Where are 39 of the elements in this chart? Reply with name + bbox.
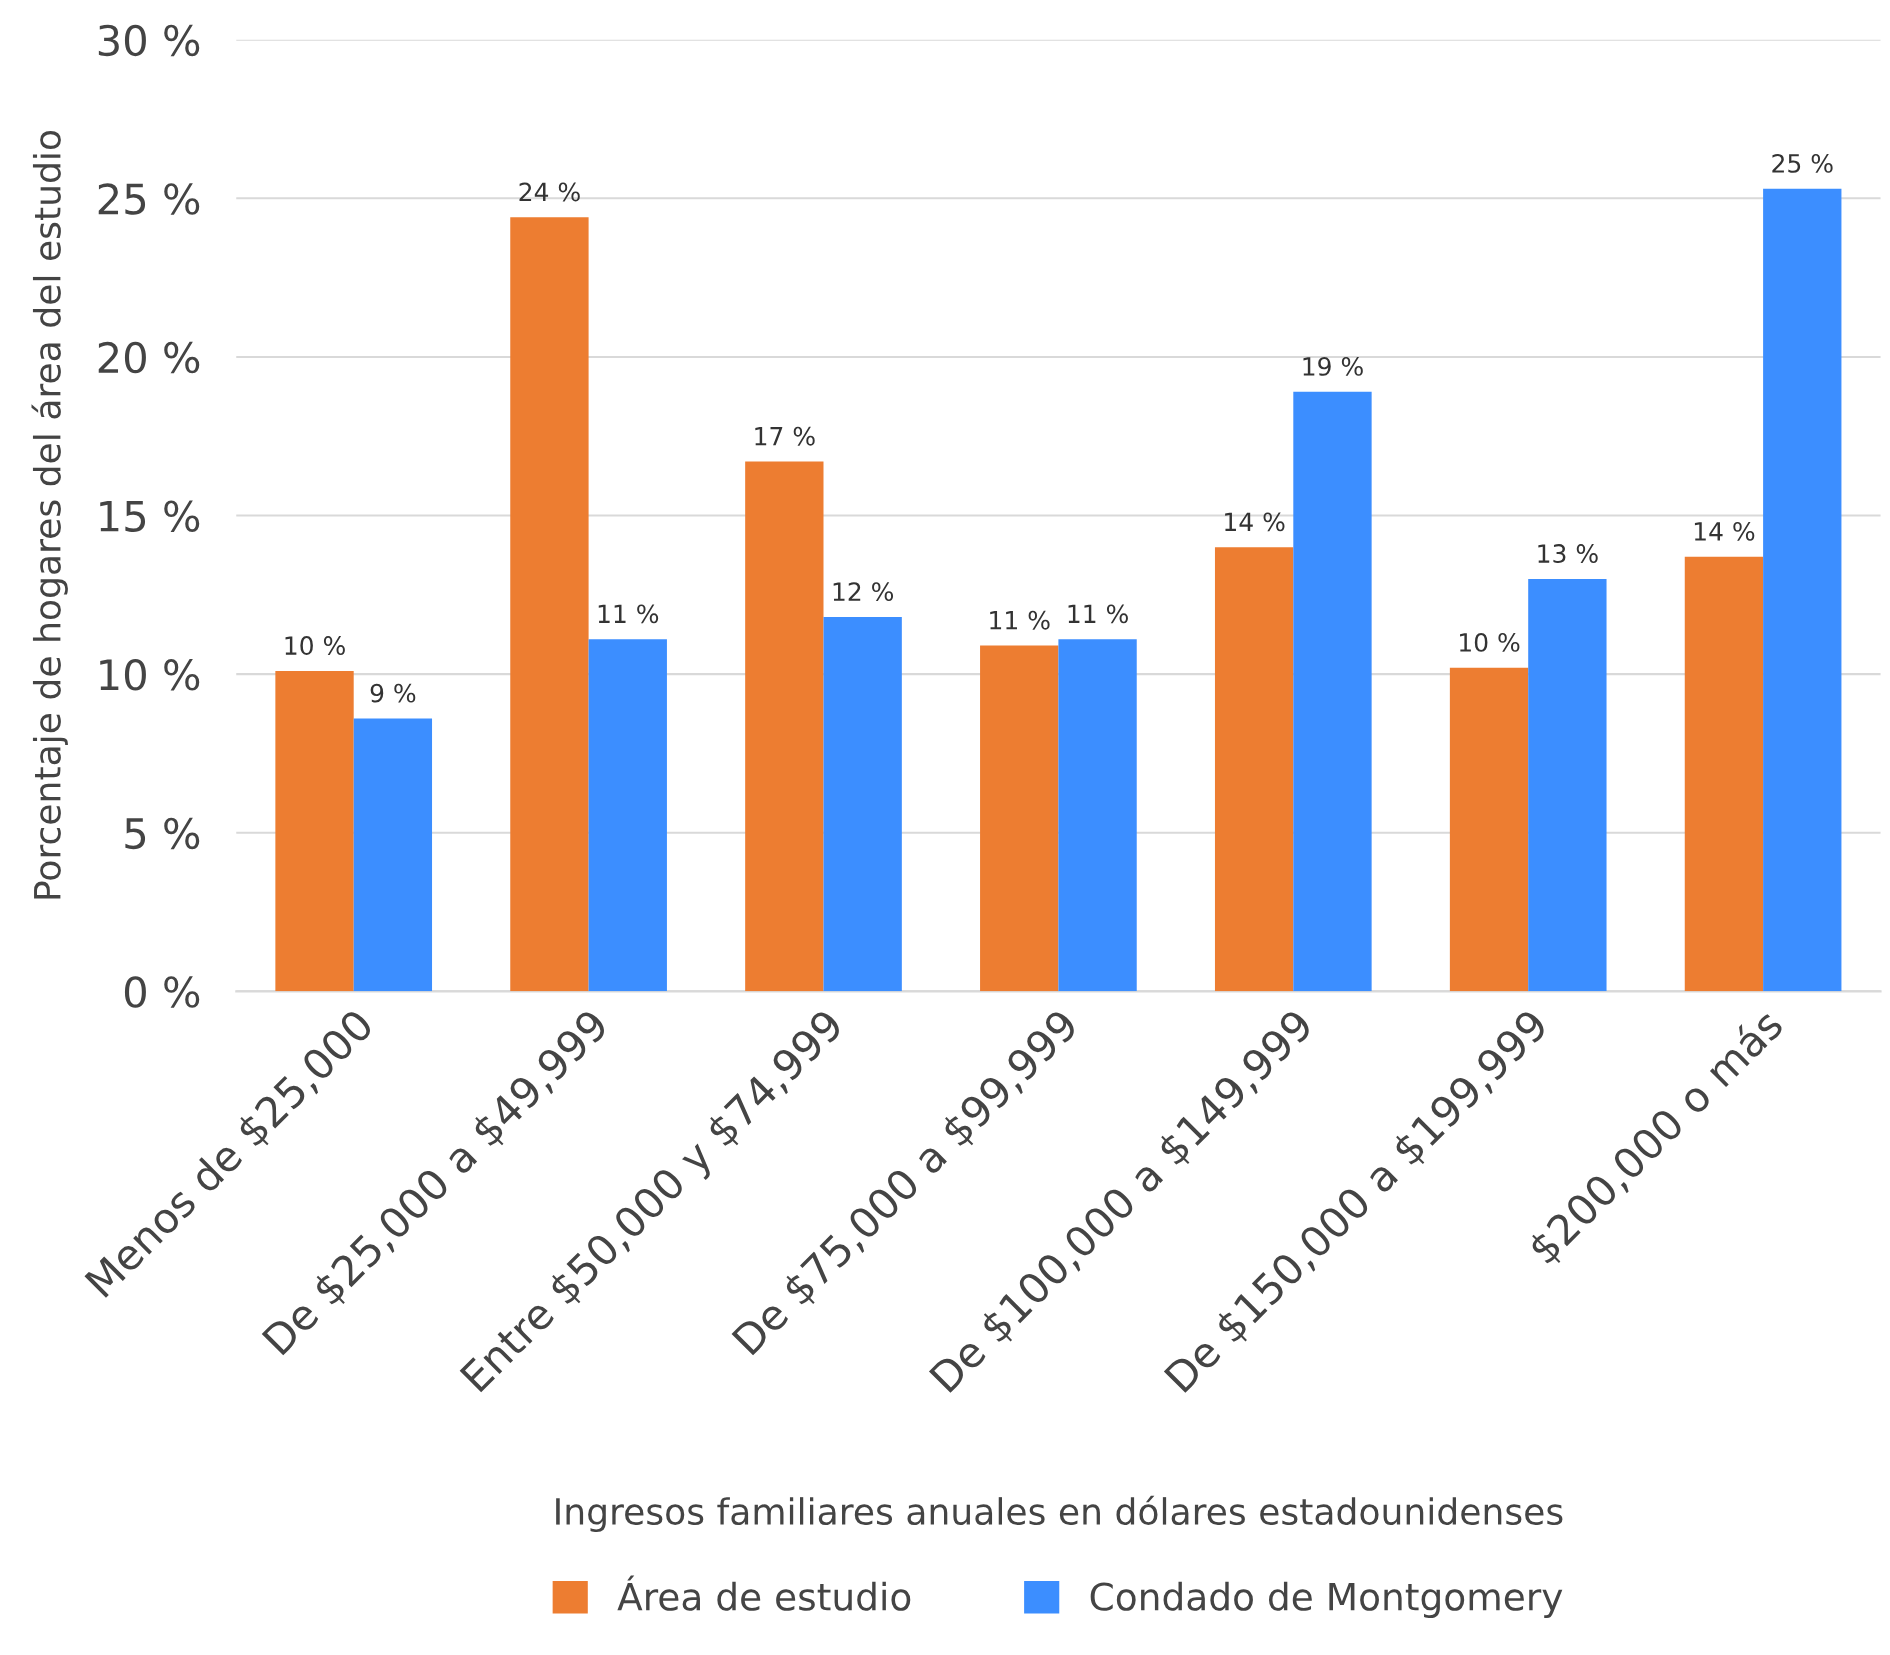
bar bbox=[588, 639, 667, 992]
bar bbox=[510, 217, 589, 992]
bar bbox=[745, 461, 824, 992]
data-label: 9 % bbox=[370, 683, 416, 703]
y-tick-label: 10 % bbox=[100, 659, 200, 691]
bar bbox=[1449, 667, 1529, 992]
bar bbox=[1058, 639, 1137, 992]
data-label: 14 % bbox=[1694, 521, 1755, 541]
data-label: 19 % bbox=[1303, 356, 1363, 376]
data-label: 24 % bbox=[519, 182, 580, 202]
bar bbox=[980, 645, 1059, 992]
y-tick-label: 5 % bbox=[125, 817, 200, 850]
bar bbox=[1684, 556, 1764, 992]
data-label: 12 % bbox=[833, 582, 894, 602]
y-tick-label: 15 % bbox=[100, 500, 200, 532]
bar bbox=[275, 670, 354, 992]
y-tick-label: 0 % bbox=[124, 976, 200, 1008]
bar bbox=[1214, 547, 1294, 992]
y-tick-label: 20 % bbox=[98, 341, 200, 374]
data-label: 11 % bbox=[598, 604, 659, 624]
bar bbox=[823, 617, 902, 992]
x-axis-title: Ingresos familiares anuales en dólares estadounidenses bbox=[556, 1495, 1563, 1533]
data-label: 11 % bbox=[1068, 604, 1128, 624]
bar bbox=[1293, 391, 1372, 992]
data-label: 10 % bbox=[285, 636, 345, 656]
legend-label: Área de estudio bbox=[617, 1575, 911, 1611]
data-label: 13 % bbox=[1538, 544, 1598, 564]
bar bbox=[1763, 188, 1842, 992]
data-label: 11 % bbox=[990, 610, 1050, 630]
data-label: 10 % bbox=[1460, 632, 1520, 652]
bar bbox=[1528, 578, 1607, 992]
y-tick-label: 30 % bbox=[98, 24, 200, 57]
data-label: 14 % bbox=[1225, 512, 1285, 532]
bar bbox=[353, 718, 433, 992]
data-label: 25 % bbox=[1772, 153, 1833, 173]
y-axis-title: Porcentaje de hogares del área del estudio bbox=[31, 130, 68, 899]
y-tick-label: 25 % bbox=[98, 183, 200, 215]
data-label: 17 % bbox=[755, 426, 815, 446]
legend-label: Condado de Montgomery bbox=[1090, 1581, 1563, 1619]
